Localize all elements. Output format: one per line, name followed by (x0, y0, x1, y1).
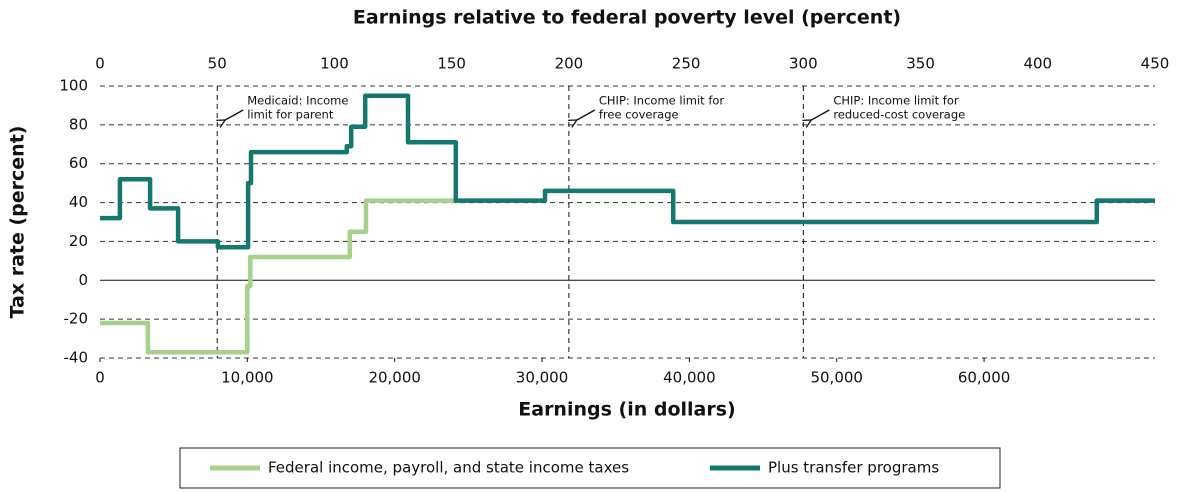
annotation: CHIP: Income limit for (599, 94, 725, 108)
series-line (100, 93, 1155, 250)
y-tick-label: 20 (69, 232, 88, 250)
x2-tick-label: 300 (789, 55, 818, 73)
legend-box (179, 447, 1001, 489)
y-tick-label: 60 (69, 154, 88, 172)
annotation: reduced-cost coverage (833, 108, 965, 122)
chart-title: Earnings relative to federal poverty lev… (353, 7, 901, 29)
legend-label: Plus transfer programs (768, 459, 939, 477)
x-tick-label: 40,000 (663, 369, 716, 387)
x2-tick-label: 150 (437, 55, 466, 73)
x-tick-label: 0 (95, 369, 105, 387)
series-line (100, 198, 456, 355)
x2-tick-label: 250 (672, 55, 701, 73)
x-axis-label: Earnings (in dollars) (518, 399, 735, 421)
y-axis-label: Tax rate (percent) (7, 126, 29, 319)
x2-tick-label: 450 (1141, 55, 1170, 73)
x-tick-label: 50,000 (810, 369, 863, 387)
annotation-arrow (577, 109, 596, 120)
x-tick-label: 10,000 (221, 369, 274, 387)
y-tick-label: -20 (64, 310, 89, 328)
x2-tick-label: 350 (906, 55, 935, 73)
annotation-arrow (225, 109, 244, 120)
x2-tick-label: 200 (555, 55, 584, 73)
x2-tick-label: 0 (95, 55, 105, 73)
x-tick-label: 30,000 (516, 369, 569, 387)
legend-label: Federal income, payroll, and state incom… (268, 459, 629, 477)
x-tick-label: 60,000 (958, 369, 1011, 387)
y-tick-label: 40 (69, 193, 88, 211)
y-tick-label: 100 (59, 77, 88, 95)
annotation: limit for parent (247, 108, 334, 122)
x2-tick-label: 400 (1023, 55, 1052, 73)
y-tick-label: 80 (69, 115, 88, 133)
x-tick-label: 20,000 (368, 369, 421, 387)
annotation: Medicaid: Income (247, 94, 348, 108)
annotation: CHIP: Income limit for (833, 94, 959, 108)
x2-tick-label: 50 (208, 55, 227, 73)
x2-tick-label: 100 (320, 55, 349, 73)
y-tick-label: -40 (64, 349, 89, 367)
annotation-arrow (811, 109, 830, 120)
y-tick-label: 0 (78, 271, 88, 289)
annotation: free coverage (599, 108, 679, 122)
